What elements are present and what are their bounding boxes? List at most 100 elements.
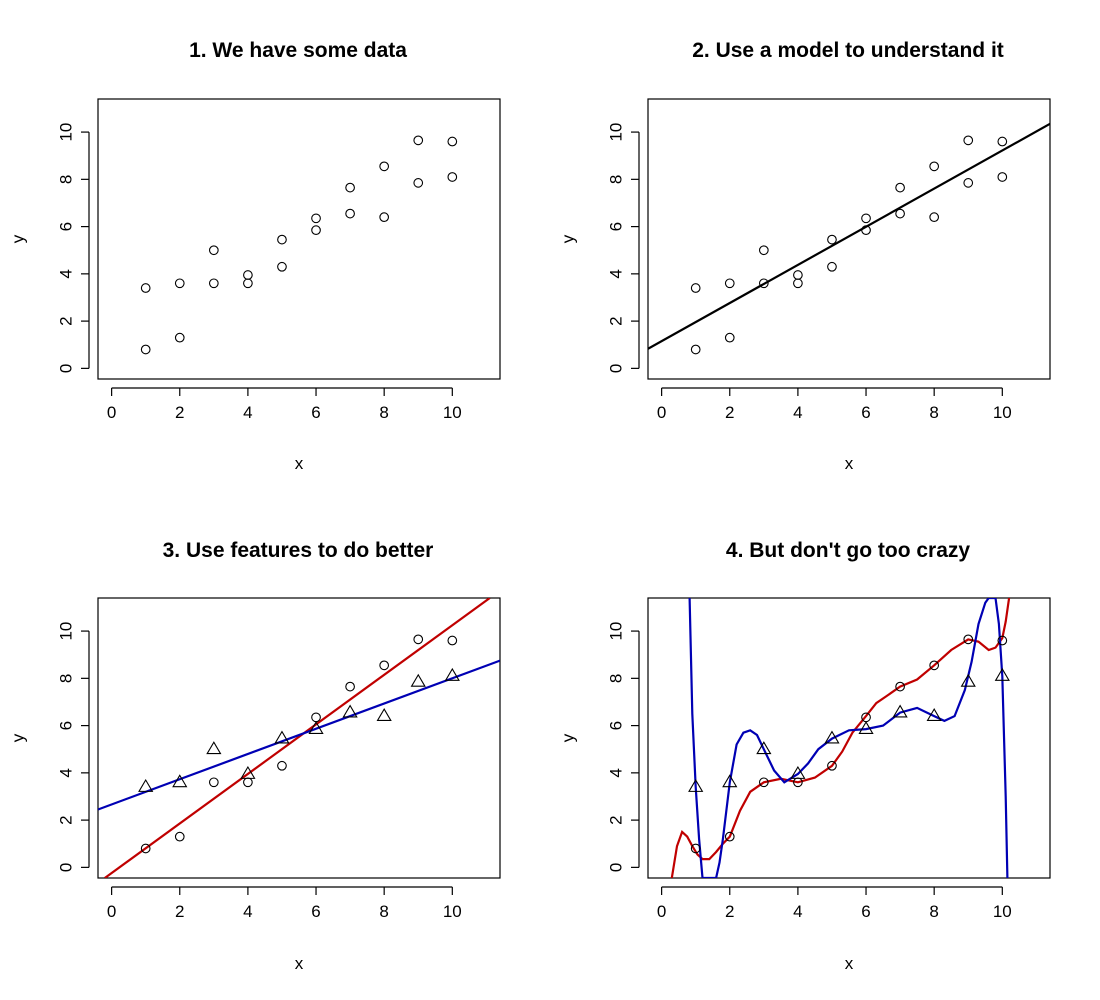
data-point-triangle (858, 721, 874, 735)
x-tick-label: 0 (107, 403, 116, 422)
data-point-circle (243, 278, 253, 289)
y-tick-label: 6 (607, 222, 626, 231)
data-point-circle (379, 212, 390, 222)
x-tick-label: 2 (175, 902, 184, 921)
data-point-circle (758, 278, 769, 289)
data-point-triangle (994, 667, 1010, 681)
data-point-circle (208, 245, 219, 256)
x-tick-label: 10 (443, 902, 462, 921)
data-point-triangle (274, 730, 290, 744)
y-tick-label: 8 (57, 674, 76, 683)
data-point-circle (277, 234, 287, 245)
y-tick-label: 10 (607, 622, 626, 641)
x-axis-label: x (295, 454, 304, 473)
data-point-triangle (240, 765, 256, 779)
fit-line-2 (688, 598, 1009, 878)
data-point-circle (379, 161, 390, 172)
data-point-circle (861, 213, 871, 224)
data-point-circle (311, 225, 321, 235)
data-point-circle (208, 278, 219, 289)
y-tick-label: 4 (57, 269, 76, 278)
data-point-circle (724, 332, 735, 343)
data-point-circle (140, 283, 151, 293)
x-tick-label: 8 (379, 403, 388, 422)
data-point-triangle (790, 765, 806, 779)
plot-frame (647, 597, 1051, 879)
data-point-circle (861, 225, 871, 235)
plot-frame (97, 597, 501, 879)
x-tick-label: 8 (379, 902, 388, 921)
y-tick-label: 6 (607, 721, 626, 730)
data-point-circle (758, 777, 769, 788)
data-point-circle (793, 278, 803, 289)
data-point-circle (311, 712, 321, 723)
data-point-circle (997, 635, 1008, 646)
x-tick-label: 0 (657, 403, 666, 422)
y-tick-label: 2 (57, 815, 76, 824)
data-point-triangle (138, 778, 154, 792)
x-axis-label: x (845, 454, 854, 473)
x-tick-label: 8 (929, 403, 938, 422)
data-point-triangle (410, 673, 426, 687)
data-point-circle (174, 278, 185, 289)
chart-title: 1. We have some data (189, 39, 407, 62)
y-axis: 0 2 4 6 8 10 (607, 123, 640, 373)
data-point-circle (447, 136, 458, 147)
x-tick-label: 0 (657, 902, 666, 921)
x-tick-label: 2 (725, 403, 734, 422)
data-point-circle (345, 208, 355, 219)
data-point-circle (413, 178, 424, 188)
y-tick-label: 8 (57, 175, 76, 184)
y-tick-label: 2 (607, 815, 626, 824)
data-point-circle (140, 843, 151, 854)
y-axis: 0 2 4 6 8 10 (607, 622, 640, 872)
data-point-triangle (756, 741, 772, 755)
y-tick-label: 6 (57, 721, 76, 730)
x-tick-label: 6 (861, 902, 870, 921)
data-point-circle (895, 681, 905, 692)
data-point-circle (311, 213, 321, 224)
data-point-circle (997, 172, 1008, 182)
data-point-circle (929, 660, 940, 671)
data-point-triangle (892, 704, 908, 718)
x-tick-label: 2 (725, 902, 734, 921)
fit-line-1 (104, 598, 491, 878)
x-tick-label: 4 (793, 403, 802, 422)
y-axis: 0 2 4 6 8 10 (57, 123, 90, 373)
data-point-triangle (308, 721, 324, 735)
panel-2: 2. Use a model to understand it 0 2 4 6 8 10 0 2… (559, 39, 1051, 473)
panel-3: 3. Use features to do better 0 2 4 6 8 10 0 2 4 6 8… (9, 539, 501, 973)
data-point-triangle (926, 708, 942, 722)
data-point-circle (243, 270, 253, 280)
data-point-circle (243, 777, 253, 788)
data-point-circle (793, 270, 803, 280)
data-point-circle (277, 261, 287, 272)
fit-line-1 (648, 122, 1050, 350)
y-axis-label: y (9, 733, 28, 742)
x-axis: 0 2 4 6 8 10 (107, 886, 462, 921)
plot-frame (647, 98, 1051, 380)
y-tick-label: 0 (57, 364, 76, 373)
data-point-circle (174, 332, 185, 343)
y-axis-label: y (559, 234, 578, 243)
x-tick-label: 10 (993, 403, 1012, 422)
data-point-triangle (444, 667, 460, 681)
data-point-triangle (960, 673, 976, 687)
x-tick-label: 10 (443, 403, 462, 422)
x-tick-label: 8 (929, 902, 938, 921)
x-tick-label: 6 (311, 902, 320, 921)
y-tick-label: 10 (607, 123, 626, 142)
panel-1: 1. We have some data 0 2 4 6 8 10 0 2 4 6 8 10 x y (9, 39, 501, 473)
y-axis-label: y (9, 234, 28, 243)
y-tick-label: 2 (607, 316, 626, 325)
x-axis: 0 2 4 6 8 10 (107, 387, 462, 422)
y-tick-label: 8 (607, 175, 626, 184)
y-tick-label: 0 (607, 863, 626, 872)
data-point-circle (690, 843, 701, 854)
data-point-circle (345, 681, 355, 692)
data-point-circle (724, 278, 735, 289)
x-tick-label: 6 (311, 403, 320, 422)
data-point-circle (208, 777, 219, 788)
y-tick-label: 4 (607, 768, 626, 777)
